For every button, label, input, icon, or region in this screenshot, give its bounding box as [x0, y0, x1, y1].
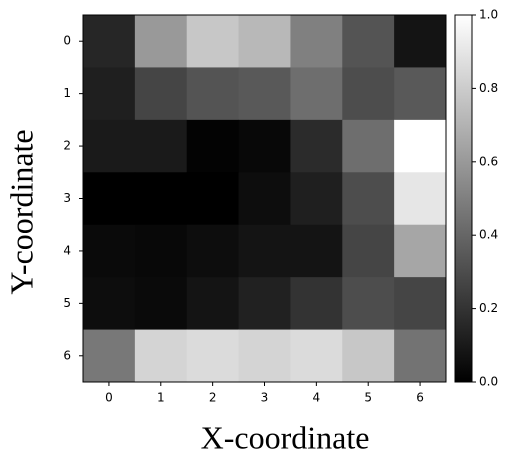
heatmap-cell	[342, 224, 395, 278]
heatmap-cell	[238, 277, 291, 331]
heatmap-cell	[342, 277, 395, 331]
x-tick-label: 4	[313, 391, 321, 405]
x-tick-label: 5	[364, 391, 372, 405]
heatmap-cell	[238, 172, 291, 226]
heatmap-cell	[186, 15, 240, 68]
y-tick-label: 5	[63, 296, 71, 310]
heatmap-cell	[290, 277, 343, 331]
heatmap-cell	[134, 67, 188, 121]
colorbar-tick-label: 0.8	[479, 81, 498, 95]
heatmap-cell	[83, 224, 136, 278]
heatmap-cell	[186, 329, 240, 383]
x-tick-label: 6	[416, 391, 424, 405]
heatmap-cell	[342, 67, 395, 121]
heatmap-cell	[83, 119, 136, 173]
heatmap-cell	[134, 119, 188, 173]
heatmap-cell	[238, 67, 291, 121]
heatmap-cell	[394, 15, 447, 68]
heatmap-cell	[290, 224, 343, 278]
colorbar	[454, 14, 473, 383]
heatmap-cell	[290, 67, 343, 121]
heatmap-cell	[238, 15, 291, 68]
x-axis-label: X-coordinate	[201, 419, 370, 455]
heatmap-cell	[186, 277, 240, 331]
heatmap-cell	[134, 15, 188, 68]
heatmap-cell	[134, 329, 188, 383]
heatmap-cell	[238, 329, 291, 383]
heatmap-cell	[290, 15, 343, 68]
y-tick-label: 0	[63, 34, 71, 48]
heatmap-cell	[83, 67, 136, 121]
heatmap-cell	[394, 224, 447, 278]
colorbar-tick-label: 0.6	[479, 154, 498, 168]
heatmap-cell	[342, 15, 395, 68]
heatmap-cell	[83, 172, 136, 226]
heatmap-cell	[186, 172, 240, 226]
heatmap-cell	[394, 329, 447, 383]
heatmap-cell	[238, 119, 291, 173]
colorbar-tick-label: 0.4	[479, 228, 498, 242]
heatmap-cell	[83, 329, 136, 383]
colorbar-tick-label: 0.0	[479, 375, 498, 389]
heatmap-cell	[186, 224, 240, 278]
heatmap-cell	[290, 329, 343, 383]
colorbar-tick-label: 0.2	[479, 301, 498, 315]
x-tick-label: 3	[261, 391, 269, 405]
heatmap-cell	[238, 224, 291, 278]
heatmap-cell	[186, 67, 240, 121]
heatmap-cell	[83, 277, 136, 331]
heatmap-cell	[394, 67, 447, 121]
heatmap-cell	[83, 15, 136, 68]
heatmap-cell	[342, 329, 395, 383]
heatmap-cell	[290, 172, 343, 226]
heatmap-cell	[342, 119, 395, 173]
heatmap-cell	[290, 119, 343, 173]
colorbar-tick-label: 1.0	[479, 8, 498, 22]
heatmap-cell	[134, 172, 188, 226]
x-tick-label: 2	[209, 391, 217, 405]
heatmap-cell	[134, 224, 188, 278]
y-tick-label: 6	[63, 348, 71, 362]
y-tick-label: 3	[63, 191, 71, 205]
heatmap-cell	[342, 172, 395, 226]
heatmap-cell	[394, 277, 447, 331]
heatmap-cell	[134, 277, 188, 331]
y-axis-label: Y-coordinate	[3, 129, 39, 294]
y-tick-label: 1	[63, 86, 71, 100]
y-tick-label: 4	[63, 243, 71, 257]
heatmap-cell	[394, 119, 447, 173]
y-tick-label: 2	[63, 139, 71, 153]
heatmap-cell	[394, 172, 447, 226]
x-tick-label: 1	[157, 391, 165, 405]
heatmap-cell	[186, 119, 240, 173]
x-tick-label: 0	[105, 391, 113, 405]
